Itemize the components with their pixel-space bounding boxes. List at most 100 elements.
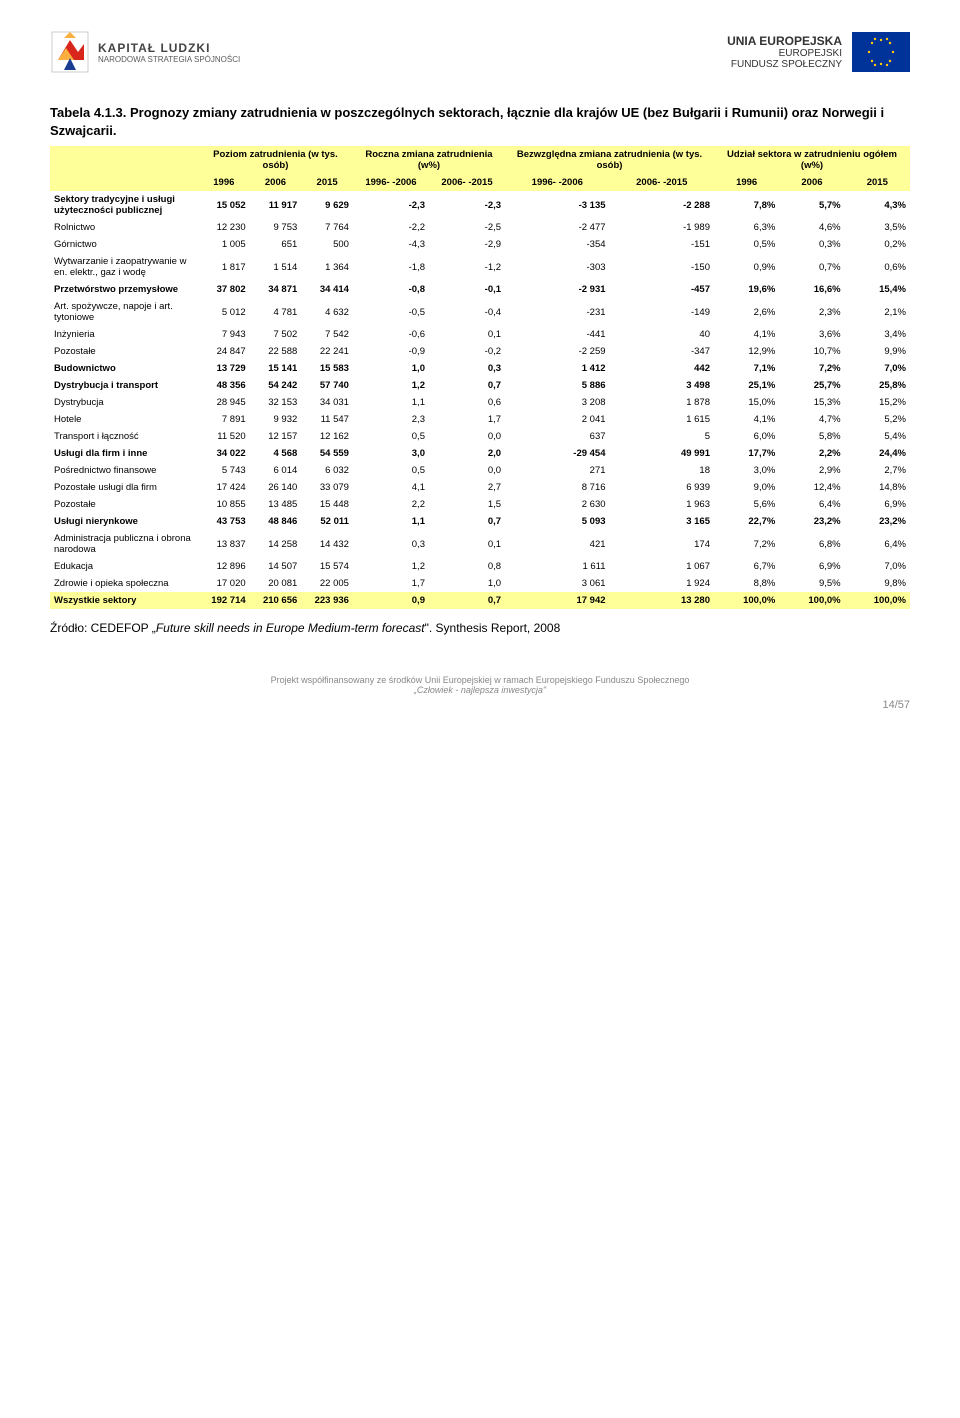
cell: 23,2% bbox=[779, 513, 844, 530]
row-label: Wytwarzanie i zaopatrywanie w en. elektr… bbox=[50, 253, 198, 281]
footer-l1: Projekt współfinansowany ze środków Unii… bbox=[50, 675, 910, 685]
cell: 174 bbox=[610, 530, 714, 558]
table-row: Pozostałe24 84722 58822 241-0,9-0,2-2 25… bbox=[50, 343, 910, 360]
table-row: Górnictwo1 005651500-4,3-2,9-354-1510,5%… bbox=[50, 236, 910, 253]
cell: 6,4% bbox=[845, 530, 910, 558]
cell: 34 031 bbox=[301, 394, 353, 411]
cell: 17 020 bbox=[198, 575, 250, 592]
cell: 24 847 bbox=[198, 343, 250, 360]
row-label: Art. spożywcze, napoje i art. tytoniowe bbox=[50, 298, 198, 326]
cell: -2,5 bbox=[429, 219, 505, 236]
table-row: Edukacja12 89614 50715 5741,20,81 6111 0… bbox=[50, 558, 910, 575]
cell: 4,6% bbox=[779, 219, 844, 236]
source-line: Źródło: CEDEFOP „Future skill needs in E… bbox=[50, 621, 910, 635]
cell: 0,1 bbox=[429, 326, 505, 343]
cell: 16,6% bbox=[779, 281, 844, 298]
cell: 7,1% bbox=[714, 360, 779, 377]
source-italic: Future skill needs in Europe Medium-term… bbox=[156, 621, 425, 635]
cell: 7,0% bbox=[845, 360, 910, 377]
cell: -2 259 bbox=[505, 343, 609, 360]
cell: 6,9% bbox=[779, 558, 844, 575]
col-header: 2015 bbox=[845, 174, 910, 191]
logo-right-l2: EUROPEJSKI bbox=[779, 48, 842, 59]
cell: 1 412 bbox=[505, 360, 609, 377]
cell: -441 bbox=[505, 326, 609, 343]
cell: 3,5% bbox=[845, 219, 910, 236]
cell: 2,1% bbox=[845, 298, 910, 326]
row-label: Hotele bbox=[50, 411, 198, 428]
cell: 7,2% bbox=[779, 360, 844, 377]
cell: 0,0 bbox=[429, 428, 505, 445]
source-prefix: Źródło: CEDEFOP „ bbox=[50, 621, 156, 635]
cell: 17 424 bbox=[198, 479, 250, 496]
cell: 3,0 bbox=[353, 445, 429, 462]
cell: 1,7 bbox=[429, 411, 505, 428]
source-suffix: ". Synthesis Report, 2008 bbox=[425, 621, 561, 635]
cell: 2,2% bbox=[779, 445, 844, 462]
cell: 2,6% bbox=[714, 298, 779, 326]
col-header: 2006 bbox=[250, 174, 302, 191]
cell: 8,8% bbox=[714, 575, 779, 592]
cell: 15,3% bbox=[779, 394, 844, 411]
cell: 1 963 bbox=[610, 496, 714, 513]
cell: 7,8% bbox=[714, 191, 779, 219]
row-label: Pozostałe usługi dla firm bbox=[50, 479, 198, 496]
cell: 1 924 bbox=[610, 575, 714, 592]
col-header: 2006- -2015 bbox=[610, 174, 714, 191]
row-label: Administracja publiczna i obrona narodow… bbox=[50, 530, 198, 558]
cell: 0,0 bbox=[429, 462, 505, 479]
col-header: 2015 bbox=[301, 174, 353, 191]
cell: 0,8 bbox=[429, 558, 505, 575]
th-group-4: Udział sektora w zatrudnieniu ogółem (w%… bbox=[714, 146, 910, 174]
row-label: Sektory tradycyjne i usługi użyteczności… bbox=[50, 191, 198, 219]
cell: 1,1 bbox=[353, 513, 429, 530]
cell: 52 011 bbox=[301, 513, 353, 530]
cell: 0,7% bbox=[779, 253, 844, 281]
cell: 5,6% bbox=[714, 496, 779, 513]
cell: 1,2 bbox=[353, 377, 429, 394]
cell: 2 041 bbox=[505, 411, 609, 428]
cell: 11 917 bbox=[250, 191, 302, 219]
cell: 33 079 bbox=[301, 479, 353, 496]
cell: 6,3% bbox=[714, 219, 779, 236]
cell: -151 bbox=[610, 236, 714, 253]
cell: 100,0% bbox=[845, 592, 910, 609]
cell: -347 bbox=[610, 343, 714, 360]
cell: 271 bbox=[505, 462, 609, 479]
cell: 2,3% bbox=[779, 298, 844, 326]
cell: 5,4% bbox=[845, 428, 910, 445]
cell: 9,0% bbox=[714, 479, 779, 496]
row-label: Przetwórstwo przemysłowe bbox=[50, 281, 198, 298]
eu-flag-icon bbox=[852, 32, 910, 72]
cell: 5 bbox=[610, 428, 714, 445]
cell: -1,8 bbox=[353, 253, 429, 281]
cell: -457 bbox=[610, 281, 714, 298]
cell: -0,5 bbox=[353, 298, 429, 326]
cell: 0,9% bbox=[714, 253, 779, 281]
header-logos: KAPITAŁ LUDZKI NARODOWA STRATEGIA SPÓJNO… bbox=[50, 30, 910, 74]
cell: 0,6 bbox=[429, 394, 505, 411]
table-row: Sektory tradycyjne i usługi użyteczności… bbox=[50, 191, 910, 219]
cell: 0,7 bbox=[429, 513, 505, 530]
row-label: Rolnictwo bbox=[50, 219, 198, 236]
table-row: Transport i łączność11 52012 15712 1620,… bbox=[50, 428, 910, 445]
cell: 14 432 bbox=[301, 530, 353, 558]
cell: 2,2 bbox=[353, 496, 429, 513]
cell: -2 477 bbox=[505, 219, 609, 236]
cell: 210 656 bbox=[250, 592, 302, 609]
cell: 23,2% bbox=[845, 513, 910, 530]
cell: 15 052 bbox=[198, 191, 250, 219]
cell: 651 bbox=[250, 236, 302, 253]
cell: 637 bbox=[505, 428, 609, 445]
row-label: Wszystkie sektory bbox=[50, 592, 198, 609]
row-label: Pośrednictwo finansowe bbox=[50, 462, 198, 479]
cell: 48 846 bbox=[250, 513, 302, 530]
cell: 48 356 bbox=[198, 377, 250, 394]
cell: 7 502 bbox=[250, 326, 302, 343]
table-row: Administracja publiczna i obrona narodow… bbox=[50, 530, 910, 558]
col-header: 1996- -2006 bbox=[353, 174, 429, 191]
cell: 2,3 bbox=[353, 411, 429, 428]
cell: 7 542 bbox=[301, 326, 353, 343]
cell: 15 448 bbox=[301, 496, 353, 513]
cell: 10 855 bbox=[198, 496, 250, 513]
